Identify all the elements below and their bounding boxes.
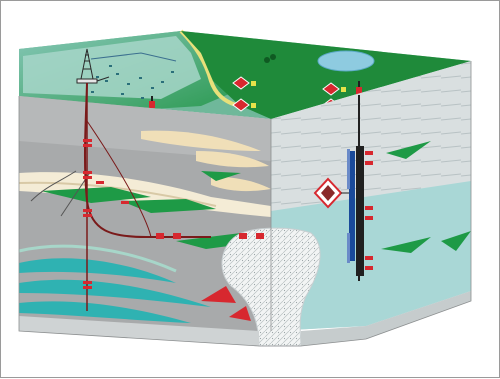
facility-building-icon	[232, 98, 256, 112]
right-face	[271, 61, 471, 331]
deviated-well	[86, 120, 152, 238]
reservoir-lens	[41, 187, 151, 203]
settlement-dots	[91, 65, 174, 99]
lake	[317, 50, 375, 72]
tree-icon	[264, 54, 276, 63]
trap-marker	[201, 286, 236, 303]
facility-building-icon	[322, 82, 346, 96]
well-marker-icon	[356, 81, 362, 95]
tool-diamond-icon	[313, 177, 349, 209]
tool-string	[347, 146, 364, 276]
facility-building-icon	[232, 76, 256, 90]
reservoir-lens	[386, 141, 431, 159]
sand-lens	[211, 176, 271, 192]
trap-marker	[229, 306, 251, 321]
aquifer-layer	[18, 244, 177, 273]
top-surface	[19, 29, 471, 119]
aquifer-layer	[19, 279, 211, 307]
aquifer-layer	[19, 258, 176, 283]
casing-string	[349, 151, 355, 261]
sand-lens	[141, 130, 261, 151]
drilling-rig-icon	[76, 48, 110, 84]
reservoir-lens	[381, 237, 431, 253]
reservoir-lens	[201, 171, 241, 181]
front-face	[18, 82, 471, 347]
well-marker-icon	[365, 151, 373, 270]
sand-lens	[196, 151, 269, 168]
tool-body	[356, 146, 364, 276]
road	[90, 52, 177, 62]
coastline	[179, 29, 237, 107]
bottom-edge	[301, 291, 471, 346]
reservoir-lens	[441, 231, 471, 251]
aquifer-layer	[19, 301, 191, 323]
well-marker-icon	[83, 139, 264, 289]
block-outline	[18, 61, 472, 347]
reservoir-lens	[121, 199, 216, 213]
well-marker-icon	[149, 96, 155, 108]
land-area	[181, 31, 471, 119]
sand-band	[19, 172, 271, 217]
fault-line	[30, 170, 77, 202]
sea-area	[23, 36, 201, 99]
bottom-edge	[19, 316, 259, 346]
